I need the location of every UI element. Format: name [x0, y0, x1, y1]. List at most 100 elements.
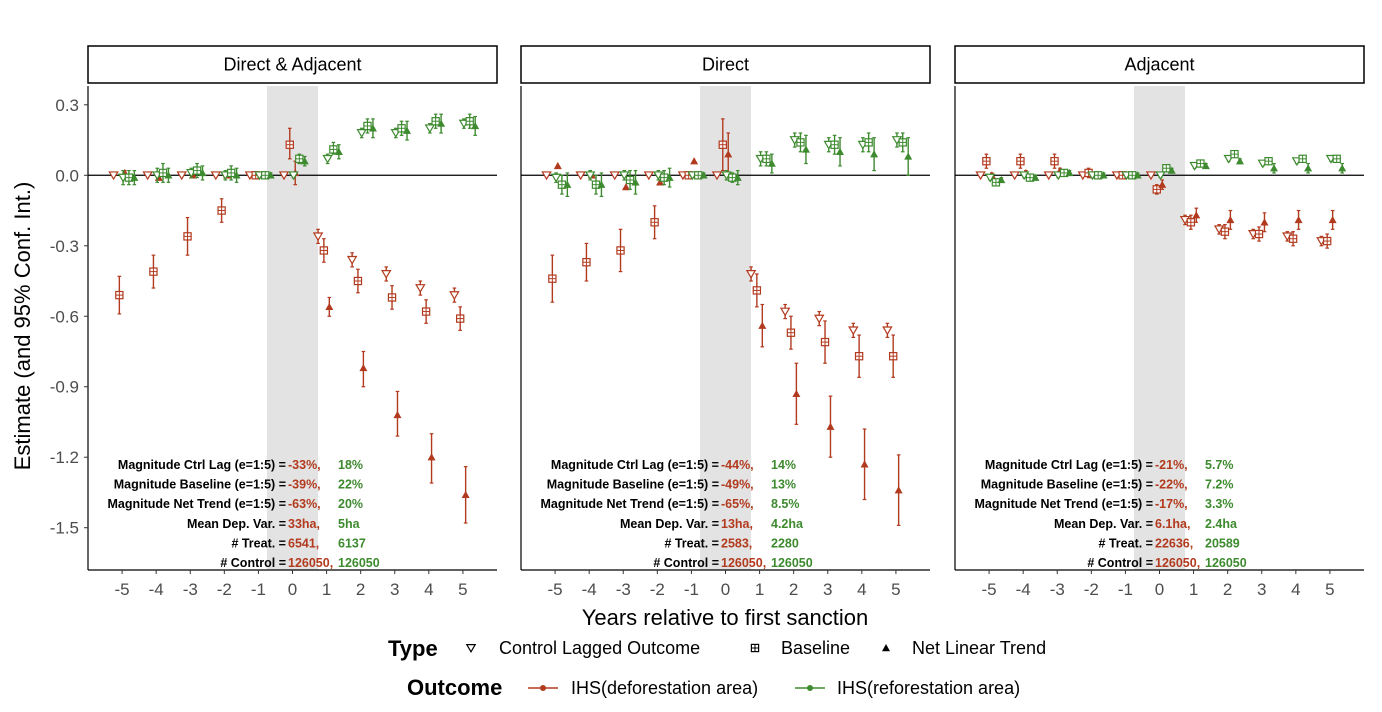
point-base [625, 175, 635, 185]
point-base [421, 307, 431, 316]
stat-reforestation-value: 2.4ha [1205, 517, 1238, 531]
point-trend [665, 173, 674, 181]
point-base [217, 206, 226, 215]
point-ctrl [380, 270, 392, 279]
x-tick-label: 3 [1257, 580, 1266, 599]
x-tick-label: -4 [149, 580, 164, 599]
point-base [285, 140, 294, 149]
panel-1: Direct -5 -4 -3 -2 -1 0 1 2 3 4 5 Magnitude Ctrl Lag… [520, 45, 931, 599]
x-tick-label: -4 [582, 580, 597, 599]
stat-deforestation-value: 6541, [288, 536, 319, 550]
point-ctrl [575, 171, 586, 181]
point-trend [724, 150, 733, 158]
point-trend [1065, 168, 1074, 177]
panel-title: Direct & Adjacent [223, 55, 361, 75]
point-trend [1235, 157, 1244, 165]
point-ctrl [449, 291, 460, 301]
point-ctrl [541, 171, 552, 181]
point-ctrl [643, 171, 655, 181]
stat-label: Magnitude Ctrl Lag (e=1:5) = [118, 458, 286, 472]
point-trend [656, 178, 665, 186]
stat-deforestation-value: -63%, [288, 497, 321, 511]
stat-reforestation-value: 8.5% [771, 497, 800, 511]
x-tick-label: 5 [891, 580, 900, 599]
point-trend [690, 157, 699, 165]
point-trend [130, 173, 139, 181]
legend-dot [540, 685, 546, 691]
y-tick-label: -1.2 [50, 448, 79, 467]
series-reforestation-base [991, 149, 1341, 187]
x-tick-label: 0 [1155, 580, 1164, 599]
treatment-shade [1133, 86, 1186, 570]
point-base [762, 154, 771, 164]
point-trend [266, 171, 275, 179]
stat-deforestation-value: -22%, [1155, 478, 1188, 492]
point-ctrl [619, 171, 630, 181]
point-trend [597, 180, 606, 188]
series-reforestation-base [124, 113, 474, 186]
stat-deforestation-value: 126050, [721, 556, 766, 570]
point-base [548, 274, 557, 283]
stat-deforestation-value: -21%, [1155, 458, 1188, 472]
point-trend [325, 302, 334, 311]
stat-deforestation-value: 13ha, [721, 517, 753, 531]
legend-outcome-title: Outcome [407, 675, 502, 700]
x-tick-label: 1 [1189, 580, 1198, 599]
x-tick-label: -3 [616, 580, 631, 599]
panel-strip [954, 45, 1365, 84]
x-tick-label: 4 [1291, 580, 1300, 599]
point-trend [563, 180, 572, 188]
stat-reforestation-value: 13% [771, 478, 796, 492]
point-trend [801, 145, 810, 153]
x-tick-label: -2 [1084, 580, 1099, 599]
point-ctrl [550, 173, 562, 183]
point-base [1332, 154, 1341, 164]
point-base [387, 293, 397, 302]
point-base [1230, 149, 1239, 159]
point-base [455, 314, 465, 323]
point-trend [359, 363, 368, 372]
x-tick-label: 2 [356, 580, 365, 599]
y-tick-label: -0.3 [50, 237, 79, 256]
y-tick-label: -0.6 [50, 307, 79, 326]
point-base [1152, 185, 1161, 194]
point-trend [836, 147, 845, 155]
point-trend [1294, 215, 1303, 224]
point-ctrl [176, 171, 187, 181]
point-trend [767, 159, 776, 167]
point-trend [334, 147, 343, 155]
point-ctrl [1009, 171, 1020, 181]
stat-deforestation-value: -33%, [288, 458, 321, 472]
point-trend [1167, 166, 1176, 174]
point-trend [1338, 164, 1347, 172]
point-trend [198, 168, 207, 177]
point-base [319, 246, 329, 255]
series-deforestation-base [115, 127, 465, 331]
point-trend [393, 410, 402, 419]
legend-baseline-icon [750, 643, 760, 653]
legend-outcome: Outcome IHS(deforestation area) IHS(refo… [407, 675, 1020, 700]
point-base [158, 168, 168, 178]
point-base [149, 267, 158, 276]
stat-deforestation-value: 126050, [288, 556, 333, 570]
point-base [431, 117, 440, 126]
x-tick-label: -2 [217, 580, 232, 599]
x-tick-label: 4 [857, 580, 866, 599]
series-reforestation-base [557, 132, 907, 195]
point-base [1128, 171, 1137, 180]
x-tick-label: -5 [982, 580, 997, 599]
point-base [888, 351, 898, 361]
panel-strip [520, 45, 931, 84]
stat-label: Magnitude Ctrl Lag (e=1:5) = [985, 458, 1153, 472]
point-ctrl [346, 255, 358, 265]
stat-reforestation-value: 7.2% [1205, 478, 1234, 492]
legend-ctrl-label: Control Lagged Outcome [499, 638, 700, 658]
legend-deforestation-label: IHS(deforestation area) [571, 678, 758, 698]
stat-deforestation-value: -65%, [721, 497, 754, 511]
legend-trend-marker [882, 644, 890, 652]
x-tick-label: 1 [322, 580, 331, 599]
point-trend [894, 486, 903, 494]
point-trend [1133, 171, 1142, 179]
point-ctrl [424, 124, 436, 134]
stat-reforestation-value: 18% [338, 458, 363, 472]
